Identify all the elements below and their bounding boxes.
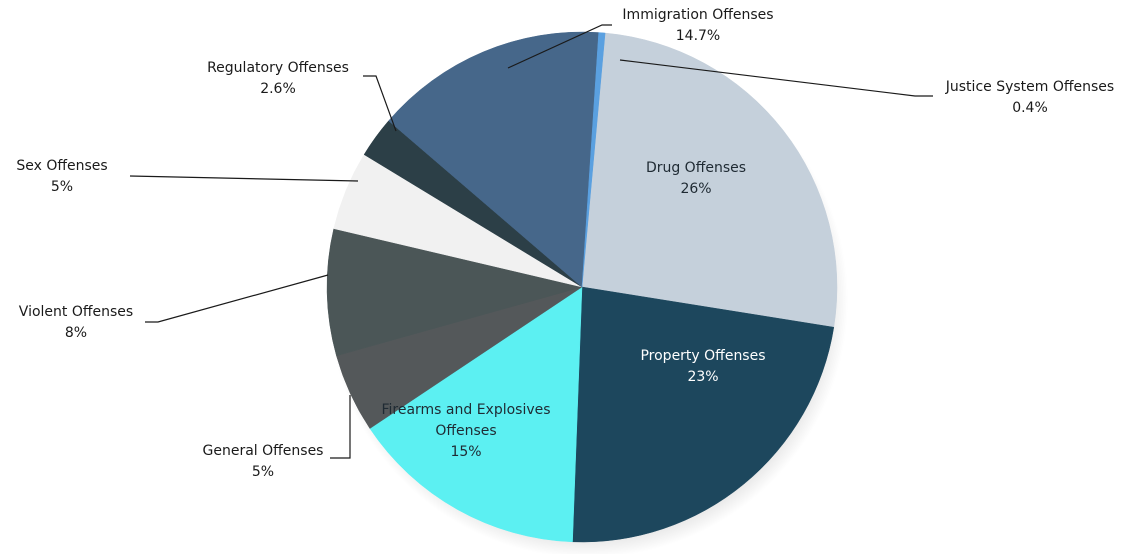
- slice-label-firearms-and-explosives-offenses: Firearms and Explosives Offenses 15%: [381, 402, 550, 460]
- pie-slice-violent-offenses: [326, 228, 583, 357]
- pie-slice-property-offenses: [572, 286, 835, 543]
- leader-line-violent-offenses: [145, 274, 329, 323]
- leader-line-justice-system-offenses: [619, 59, 933, 97]
- slice-label-drug-offenses: Drug Offenses 26%: [646, 160, 746, 197]
- pie-slice-firearms-and-explosives-offenses: [369, 286, 583, 543]
- slice-label-immigration-offenses: Immigration Offenses 14.7%: [622, 7, 773, 44]
- leader-line-regulatory-offenses: [363, 75, 397, 132]
- pie-slice-immigration-offenses: [388, 31, 599, 288]
- slice-label-justice-system-offenses: Justice System Offenses 0.4%: [945, 79, 1114, 116]
- leader-lines: [129, 24, 933, 459]
- slice-labels: Drug Offenses 26% Property Offenses 23% Fire…: [16, 7, 1114, 480]
- slice-label-violent-offenses: Violent Offenses 8%: [19, 304, 133, 341]
- pie-slice-drug-offenses: [581, 32, 838, 328]
- slice-label-general-offenses: General Offenses 5%: [203, 443, 324, 480]
- pie-slices: [326, 31, 838, 543]
- slice-label-sex-offenses: Sex Offenses 5%: [16, 158, 107, 195]
- pie-slice-justice-system-offenses: [581, 32, 606, 288]
- leader-line-general-offenses: [330, 395, 351, 459]
- leader-line-sex-offenses: [129, 175, 359, 182]
- slice-label-regulatory-offenses: Regulatory Offenses 2.6%: [207, 60, 349, 97]
- slice-label-property-offenses: Property Offenses 23%: [640, 348, 765, 385]
- leader-line-immigration-offenses: [507, 24, 612, 69]
